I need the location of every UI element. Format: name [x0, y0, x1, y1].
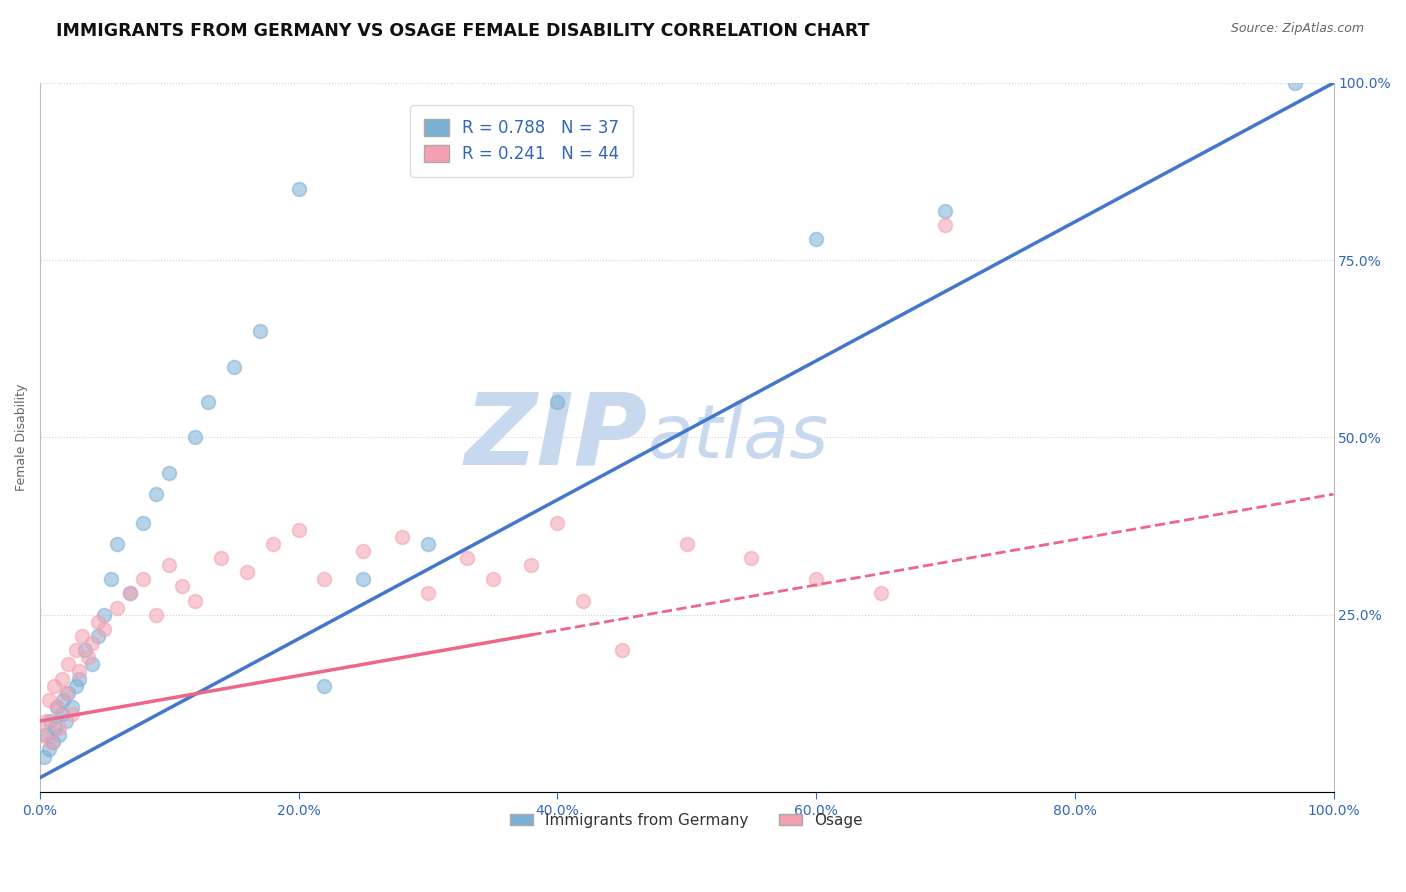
Point [740, 551, 762, 566]
Point [75, 643, 97, 657]
Point [107, 600, 129, 615]
Point [456, 551, 478, 566]
Point [41, 735, 63, 749]
Point [804, 572, 827, 586]
Point [31, 728, 53, 742]
Point [481, 572, 503, 586]
Point [60, 706, 83, 721]
Text: ZIP: ZIP [465, 389, 648, 486]
Point [80, 636, 103, 650]
Point [60, 699, 83, 714]
Point [934, 218, 956, 232]
Point [55, 686, 77, 700]
Point [157, 558, 180, 572]
Point [42, 679, 65, 693]
Point [48, 728, 70, 742]
Point [222, 359, 245, 374]
Point [87, 615, 110, 629]
Legend: Immigrants from Germany, Osage: Immigrants from Germany, Osage [505, 806, 869, 834]
Point [120, 586, 142, 600]
Point [132, 572, 155, 586]
Point [58, 657, 80, 672]
Point [1284, 76, 1306, 90]
Point [352, 544, 374, 558]
Point [145, 487, 167, 501]
Point [236, 565, 259, 579]
Point [87, 629, 110, 643]
Point [93, 622, 115, 636]
Point [38, 742, 60, 756]
Point [197, 395, 219, 409]
Text: IMMIGRANTS FROM GERMANY VS OSAGE FEMALE DISABILITY CORRELATION CHART: IMMIGRANTS FROM GERMANY VS OSAGE FEMALE … [56, 22, 870, 40]
Point [804, 232, 827, 246]
Point [76, 650, 98, 665]
Point [934, 203, 956, 218]
Text: Source: ZipAtlas.com: Source: ZipAtlas.com [1230, 22, 1364, 36]
Point [58, 686, 80, 700]
Point [42, 735, 65, 749]
Point [314, 572, 336, 586]
Point [120, 586, 142, 600]
Point [184, 430, 207, 444]
Point [72, 629, 94, 643]
Point [184, 593, 207, 607]
Point [869, 586, 891, 600]
Point [675, 537, 697, 551]
Point [35, 728, 58, 742]
Point [209, 551, 232, 566]
Point [262, 537, 284, 551]
Point [546, 516, 568, 530]
Point [45, 699, 67, 714]
Point [38, 693, 60, 707]
Point [39, 714, 62, 728]
Point [610, 643, 633, 657]
Point [132, 516, 155, 530]
Point [314, 679, 336, 693]
Point [52, 693, 75, 707]
Point [51, 706, 73, 721]
Point [35, 714, 58, 728]
Point [51, 672, 73, 686]
Point [287, 523, 309, 537]
Point [157, 466, 180, 480]
Point [67, 665, 90, 679]
Point [416, 586, 439, 600]
Point [572, 593, 595, 607]
Y-axis label: Female Disability: Female Disability [15, 384, 28, 491]
Point [416, 537, 439, 551]
Point [107, 537, 129, 551]
Point [80, 657, 103, 672]
Point [32, 749, 55, 764]
Point [546, 395, 568, 409]
Point [352, 572, 374, 586]
Point [100, 572, 122, 586]
Point [145, 607, 167, 622]
Point [45, 699, 67, 714]
Point [93, 607, 115, 622]
Point [172, 579, 194, 593]
Point [55, 714, 77, 728]
Point [48, 721, 70, 735]
Point [67, 672, 90, 686]
Point [391, 530, 413, 544]
Point [287, 182, 309, 196]
Text: atlas: atlas [648, 401, 830, 474]
Point [65, 643, 87, 657]
Point [65, 679, 87, 693]
Point [44, 721, 66, 735]
Point [520, 558, 543, 572]
Point [249, 324, 271, 338]
